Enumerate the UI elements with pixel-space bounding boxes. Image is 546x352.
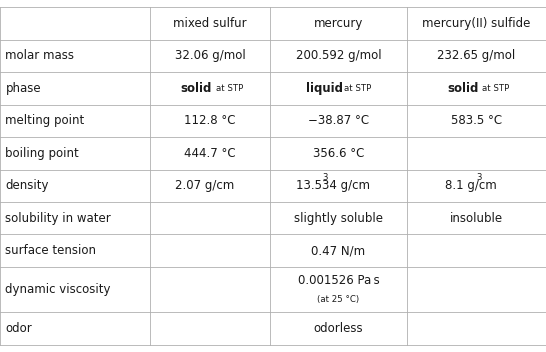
Text: 444.7 °C: 444.7 °C	[185, 147, 236, 160]
Text: 3: 3	[476, 173, 482, 182]
Text: slightly soluble: slightly soluble	[294, 212, 383, 225]
Text: mercury(II) sulfide: mercury(II) sulfide	[422, 17, 531, 30]
Text: surface tension: surface tension	[5, 244, 97, 257]
Text: 232.65 g/mol: 232.65 g/mol	[437, 49, 515, 62]
Text: 200.592 g/mol: 200.592 g/mol	[296, 49, 381, 62]
Text: odor: odor	[5, 322, 32, 335]
Text: 112.8 °C: 112.8 °C	[185, 114, 236, 127]
Text: solubility in water: solubility in water	[5, 212, 111, 225]
Text: 356.6 °C: 356.6 °C	[313, 147, 364, 160]
Text: solid: solid	[447, 82, 478, 95]
Text: at STP: at STP	[482, 84, 509, 93]
Text: density: density	[5, 179, 49, 192]
Text: 0.47 N/m: 0.47 N/m	[311, 244, 366, 257]
Text: mercury: mercury	[314, 17, 363, 30]
Text: −38.87 °C: −38.87 °C	[308, 114, 369, 127]
Text: insoluble: insoluble	[450, 212, 503, 225]
Text: phase: phase	[5, 82, 41, 95]
Text: solid: solid	[181, 82, 212, 95]
Text: 8.1 g/cm: 8.1 g/cm	[445, 179, 497, 192]
Text: molar mass: molar mass	[5, 49, 74, 62]
Text: boiling point: boiling point	[5, 147, 79, 160]
Text: 32.06 g/mol: 32.06 g/mol	[175, 49, 246, 62]
Text: 3: 3	[322, 173, 328, 182]
Text: melting point: melting point	[5, 114, 85, 127]
Text: at STP: at STP	[344, 84, 371, 93]
Text: liquid: liquid	[306, 82, 343, 95]
Text: 13.534 g/cm: 13.534 g/cm	[296, 179, 370, 192]
Text: (at 25 °C): (at 25 °C)	[317, 295, 360, 304]
Text: mixed sulfur: mixed sulfur	[174, 17, 247, 30]
Text: odorless: odorless	[314, 322, 363, 335]
Text: 583.5 °C: 583.5 °C	[451, 114, 502, 127]
Text: 2.07 g/cm: 2.07 g/cm	[175, 179, 234, 192]
Text: at STP: at STP	[216, 84, 243, 93]
Text: dynamic viscosity: dynamic viscosity	[5, 283, 111, 296]
Text: 0.001526 Pa s: 0.001526 Pa s	[298, 274, 379, 287]
